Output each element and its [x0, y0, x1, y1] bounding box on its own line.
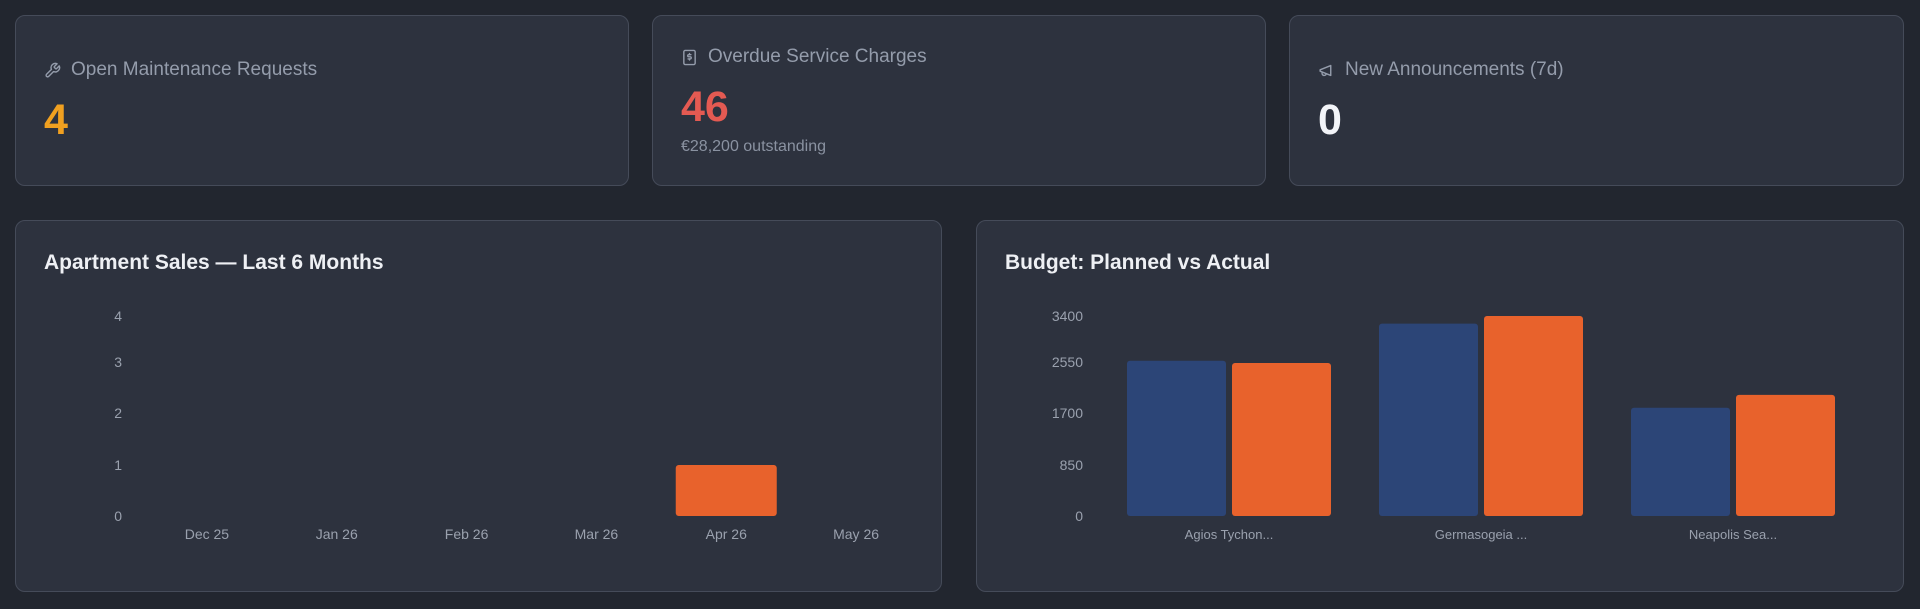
- y-tick-label: 1700: [1052, 405, 1083, 421]
- x-tick-label: Dec 25: [185, 526, 230, 542]
- x-tick-label: May 26: [833, 526, 879, 542]
- stat-value: 0: [1318, 96, 1342, 144]
- apartment-sales-chart-card: Apartment Sales — Last 6 Months 0 1 2 3 4 Dec…: [15, 220, 942, 592]
- wrench-icon: [45, 62, 61, 78]
- y-tick-label: 1: [114, 457, 122, 473]
- bar: [1232, 363, 1331, 516]
- stat-value: 4: [44, 96, 68, 144]
- stat-title: Open Maintenance Requests: [71, 59, 318, 80]
- bar: [1736, 394, 1835, 516]
- x-tick-label: Mar 26: [575, 526, 619, 542]
- stat-title: New Announcements (7d): [1345, 59, 1564, 80]
- chart-title: Apartment Sales — Last 6 Months: [44, 251, 384, 274]
- x-tick-label: Jan 26: [316, 526, 358, 542]
- x-tick-label: Feb 26: [445, 526, 489, 542]
- y-tick-label: 0: [114, 508, 122, 524]
- stat-title-row: Open Maintenance Requests: [44, 59, 317, 81]
- bar: [675, 465, 777, 516]
- budget-chart-card: Budget: Planned vs Actual 0 850 1700 2550 34…: [976, 220, 1904, 592]
- y-tick-label: 4: [114, 308, 122, 324]
- stat-card-announcements: New Announcements (7d) 0: [1289, 15, 1904, 186]
- stat-title-row: New Announcements (7d): [1318, 59, 1564, 81]
- y-tick-label: 2: [114, 405, 122, 421]
- bar: [1631, 407, 1730, 516]
- bar: [1127, 360, 1226, 516]
- stat-title-row: Overdue Service Charges: [681, 46, 927, 68]
- budget-chart: 0 850 1700 2550 3400 Agios Tychon... Germasoge…: [1052, 308, 1835, 542]
- y-tick-label: 3: [114, 354, 122, 370]
- stat-card-overdue-charges: Overdue Service Charges 46 €28,200 outst…: [652, 15, 1266, 186]
- bar: [1484, 316, 1583, 516]
- megaphone-icon: [1319, 64, 1332, 76]
- apartment-sales-chart: 0 1 2 3 4 Dec 25 Jan 26 Feb 26 Mar 26 Apr 26 May 2…: [114, 308, 879, 542]
- stat-title: Overdue Service Charges: [708, 46, 927, 67]
- y-tick-label: 3400: [1052, 308, 1083, 324]
- bar: [1379, 323, 1478, 516]
- x-tick-label: Agios Tychon...: [1185, 527, 1274, 542]
- y-tick-label: 0: [1075, 508, 1083, 524]
- x-tick-label: Neapolis Sea...: [1689, 527, 1777, 542]
- y-tick-label: 850: [1060, 457, 1084, 473]
- stat-subtext: €28,200 outstanding: [681, 138, 827, 155]
- stat-value: 46: [681, 83, 729, 131]
- stat-card-maintenance: Open Maintenance Requests 4: [15, 15, 629, 186]
- y-tick-label: 2550: [1052, 354, 1083, 370]
- x-tick-label: Germasogeia ...: [1435, 527, 1528, 542]
- chart-title: Budget: Planned vs Actual: [1005, 251, 1271, 274]
- x-tick-label: Apr 26: [706, 526, 747, 542]
- receipt-icon: [683, 49, 696, 65]
